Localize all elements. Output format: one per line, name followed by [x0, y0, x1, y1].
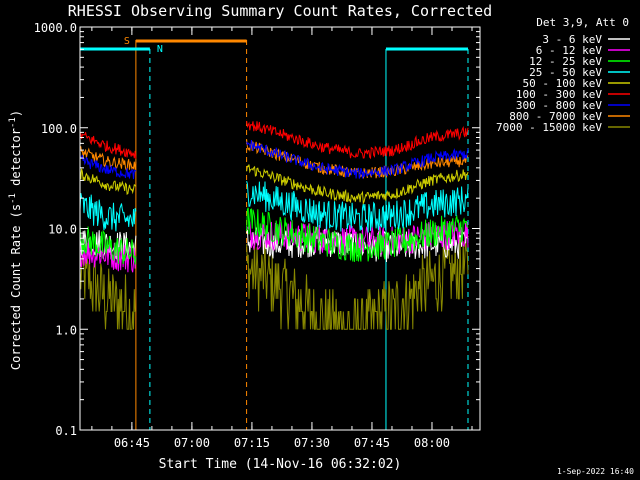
y-tick-label: 100.0 — [41, 122, 77, 136]
legend-label: 7000 - 15000 keV — [496, 121, 602, 134]
y-tick-label: 1000.0 — [34, 21, 77, 35]
plot-area: SN — [79, 36, 469, 430]
night-label: N — [157, 44, 163, 55]
legend-label: 100 - 300 keV — [516, 88, 602, 101]
legend-label: 12 - 25 keV — [529, 55, 602, 68]
y-axis: 1000.0 100.0 10.0 1.0 0.1 — [34, 21, 481, 438]
x-tick-label: 08:00 — [414, 436, 450, 450]
x-tick-label: 06:45 — [114, 436, 150, 450]
legend-title: Det 3,9, Att 0 — [536, 16, 629, 29]
x-tick-label: 07:30 — [294, 436, 330, 450]
series-line — [79, 168, 137, 196]
x-tick-label: 07:15 — [234, 436, 270, 450]
legend-label: 25 - 50 keV — [529, 66, 602, 79]
series-6 — [79, 139, 469, 180]
x-tick-label: 07:00 — [174, 436, 210, 450]
legend-label: 50 - 100 keV — [523, 77, 603, 90]
saa-label: S — [124, 36, 130, 47]
series-5 — [79, 120, 469, 160]
x-axis: 06:45 07:00 07:15 07:30 07:45 08:00 — [91, 27, 473, 450]
y-tick-label: 0.1 — [55, 424, 77, 438]
series-line — [246, 180, 469, 233]
series-2 — [79, 207, 469, 265]
series-line — [79, 154, 137, 180]
series-line — [79, 132, 137, 159]
series-8 — [79, 238, 469, 330]
y-tick-label: 10.0 — [48, 223, 77, 237]
series-line — [246, 139, 469, 179]
series-3 — [79, 180, 469, 233]
legend-label: 300 - 800 keV — [516, 99, 602, 112]
x-axis-label: Start Time (14-Nov-16 06:32:02) — [159, 457, 402, 472]
series-line — [246, 238, 469, 330]
legend-label: 6 - 12 keV — [536, 44, 603, 57]
legend-label: 800 - 7000 keV — [509, 110, 602, 123]
series-line — [79, 244, 136, 330]
series-line — [246, 164, 469, 206]
chart-title: RHESSI Observing Summary Count Rates, Co… — [68, 2, 492, 20]
series-line — [246, 207, 469, 262]
series-line — [79, 225, 137, 265]
legend-label: 3 - 6 keV — [542, 33, 602, 46]
y-axis-label: Corrected Count Rate (s-1 detector-1) — [8, 110, 23, 370]
series-line — [79, 238, 137, 273]
series-line — [79, 193, 137, 232]
series-4 — [79, 164, 469, 206]
series-line — [246, 139, 469, 179]
y-tick-label: 1.0 — [55, 323, 77, 337]
series-line — [246, 120, 469, 160]
x-tick-label: 07:45 — [354, 436, 390, 450]
footer-date: 1-Sep-2022 16:40 — [557, 467, 634, 476]
